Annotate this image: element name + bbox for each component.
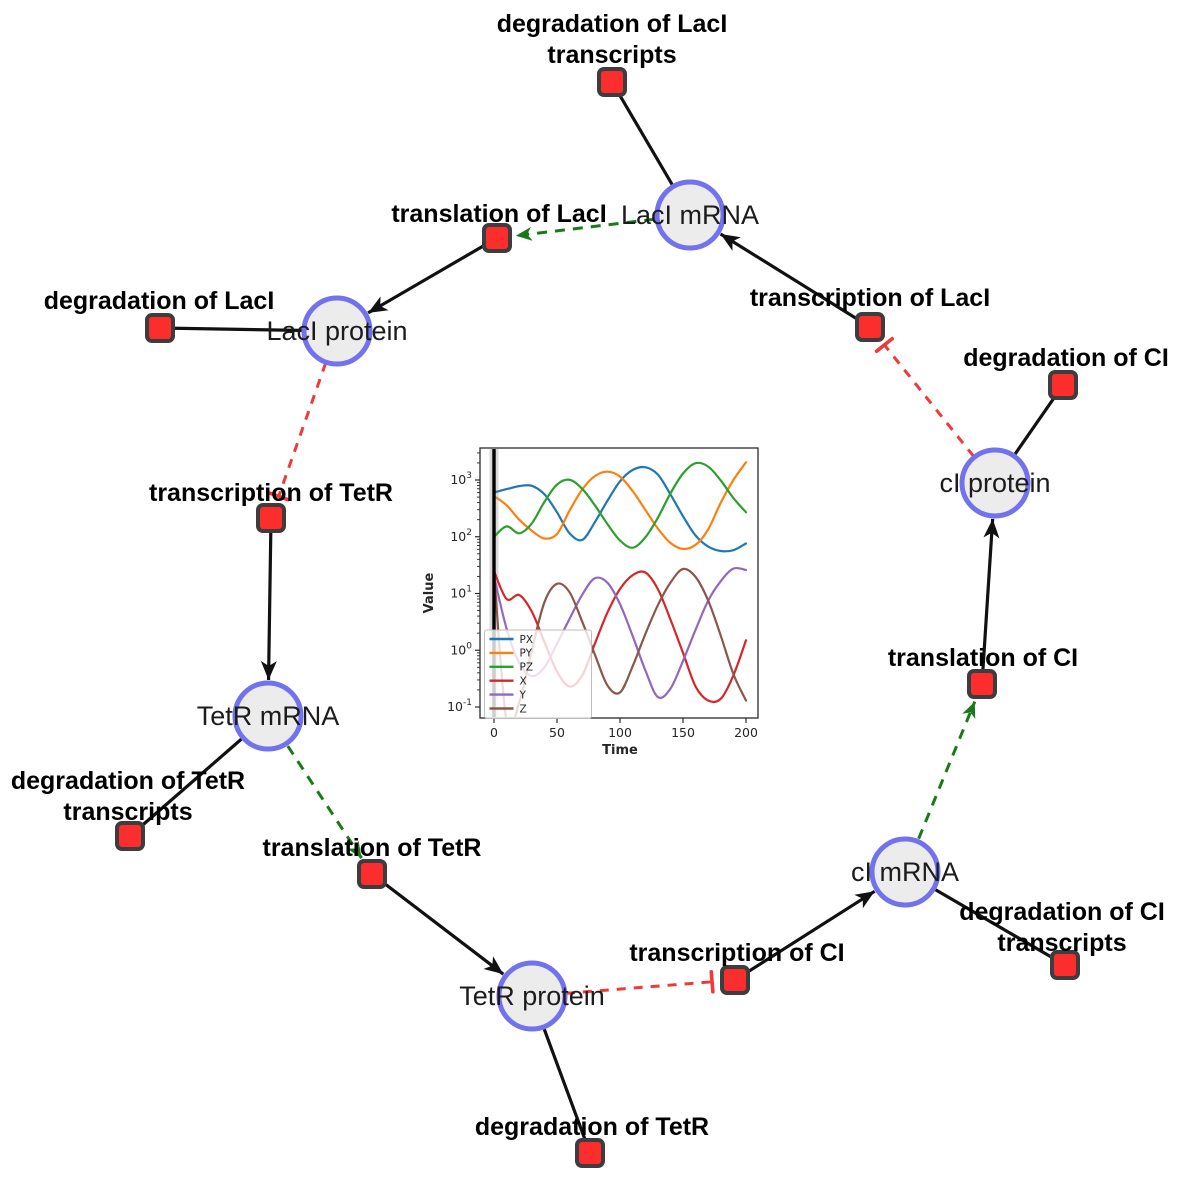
reaction-label-degradation-of-laci: degradation of LacI: [44, 287, 275, 315]
reaction-label-degradation-of-laci-transcripts: transcripts: [547, 41, 676, 69]
edge-modifier-laci-mrna-to-translation-of-laci: [515, 213, 691, 241]
species-label-laci-protein: LacI protein: [266, 316, 407, 346]
x-axis-label: Time: [602, 743, 638, 758]
species-node-laci-mrna: [654, 179, 726, 251]
x-tick-label: 100: [608, 725, 632, 740]
reaction-node-degradation-of-ci: [1048, 370, 1078, 400]
inset-plot: 0 50 100 150 20010310210110010-1TimeValuePXP…: [422, 447, 759, 758]
x-tick-label: 150: [671, 725, 695, 740]
edge-inhibition-laci-protein-to-transcription-of-tetr: [267, 330, 339, 502]
reaction-label-transcription-of-ci: transcription of CI: [629, 939, 844, 967]
reaction-node-translation-of-tetr: [357, 859, 387, 889]
y-tick-label: 103: [450, 471, 472, 487]
edges-layer: [128, 81, 1066, 1154]
edge-arrow-transcription-of-laci-to-laci-mrna: [719, 232, 871, 329]
labels-layer: LacI mRNA LacI protein cI protein TetR mRNA…: [11, 10, 1169, 1141]
edge-arrow-transcription-of-ci-to-ci-mrna: [734, 889, 876, 982]
legend-label-PZ: PZ: [520, 662, 534, 674]
edge-modifier-ci-mrna-to-translation-of-ci: [903, 701, 977, 873]
plot-legend-box: [484, 629, 592, 719]
reaction-node-transcription-of-tetr: [256, 503, 286, 533]
species-node-laci-protein: [301, 295, 373, 367]
reaction-node-degradation-of-ci-transcripts: [1050, 950, 1080, 980]
species-label-ci-mrna: cI mRNA: [851, 857, 959, 887]
reaction-label-transcription-of-tetr: transcription of TetR: [149, 479, 393, 507]
legend-label-PX: PX: [520, 634, 534, 646]
legend-label-Y: Y: [519, 689, 527, 701]
reaction-node-translation-of-ci: [967, 669, 997, 699]
reaction-label-degradation-of-ci: degradation of CI: [963, 344, 1169, 372]
y-tick-label: 10-1: [447, 698, 472, 714]
reaction-node-transcription-of-ci: [720, 965, 750, 995]
y-tick-label: 100: [450, 641, 472, 657]
edge-arrow-translation-of-ci-to-ci-protein: [980, 518, 1000, 685]
species-node-tetr-mrna: [232, 680, 304, 752]
species-label-tetr-protein: TetR protein: [459, 981, 605, 1011]
reaction-label-translation-of-ci: translation of CI: [888, 644, 1078, 672]
species-node-ci-protein: [959, 447, 1031, 519]
legend-label-Z: Z: [520, 703, 527, 715]
plot-legend: PX PY PZ XYZ: [484, 629, 592, 719]
reaction-node-degradation-of-tetr-transcripts: [115, 821, 145, 851]
species-label-laci-mrna: LacI mRNA: [621, 200, 759, 230]
edge-arrow-transcription-of-tetr-to-tetr-mrna: [260, 517, 277, 681]
plot-axes-box: [479, 447, 759, 719]
x-tick-label: 50: [549, 725, 565, 740]
reaction-label-degradation-of-ci-transcripts: degradation of CI: [959, 898, 1165, 926]
species-label-tetr-mrna: TetR mRNA: [197, 701, 340, 731]
reaction-label-degradation-of-tetr-transcripts: degradation of TetR: [11, 767, 245, 795]
species-node-ci-mrna: [869, 836, 941, 908]
reaction-node-transcription-of-laci: [855, 312, 885, 342]
y-axis-label: Value: [422, 572, 437, 613]
x-tick-label: 0: [490, 725, 498, 740]
reaction-node-degradation-of-laci-transcripts: [597, 67, 627, 97]
plot-line-PY: [492, 461, 748, 551]
plot-line-PX: [492, 465, 748, 553]
reaction-label-translation-of-tetr: translation of TetR: [263, 834, 482, 862]
reaction-node-degradation-of-laci: [145, 313, 175, 343]
reaction-label-degradation-of-tetr: degradation of TetR: [475, 1113, 709, 1141]
edge-arrow-translation-of-laci-to-laci-protein: [367, 236, 498, 315]
reaction-nodes-layer: [115, 67, 1080, 1168]
reaction-node-degradation-of-tetr: [575, 1138, 605, 1168]
reaction-label-degradation-of-laci-transcripts: degradation of LacI: [497, 10, 728, 38]
species-nodes-layer: [232, 179, 1031, 1032]
y-tick-label: 101: [450, 585, 472, 601]
y-tick-label: 102: [450, 528, 472, 544]
reaction-label-transcription-of-laci: transcription of LacI: [750, 284, 990, 312]
plot-line-PZ: [492, 461, 748, 549]
reaction-label-degradation-of-tetr-transcripts: transcripts: [63, 798, 192, 826]
edge-inhibition-tetr-protein-to-transcription-of-ci: [531, 970, 715, 998]
x-tick-label: 200: [734, 725, 758, 740]
reaction-node-translation-of-laci: [482, 223, 512, 253]
edge-arrow-translation-of-tetr-to-tetr-protein: [371, 872, 505, 976]
species-node-tetr-protein: [496, 960, 568, 1032]
edge-inhibition-ci-protein-to-transcription-of-laci: [874, 336, 997, 484]
plot-line-X: [492, 569, 748, 704]
legend-label-X: X: [520, 676, 527, 688]
species-label-ci-protein: cI protein: [939, 468, 1050, 498]
legend-label-PY: PY: [520, 648, 533, 660]
reaction-label-degradation-of-ci-transcripts: transcripts: [997, 929, 1126, 957]
reaction-label-translation-of-laci: translation of LacI: [391, 200, 606, 228]
